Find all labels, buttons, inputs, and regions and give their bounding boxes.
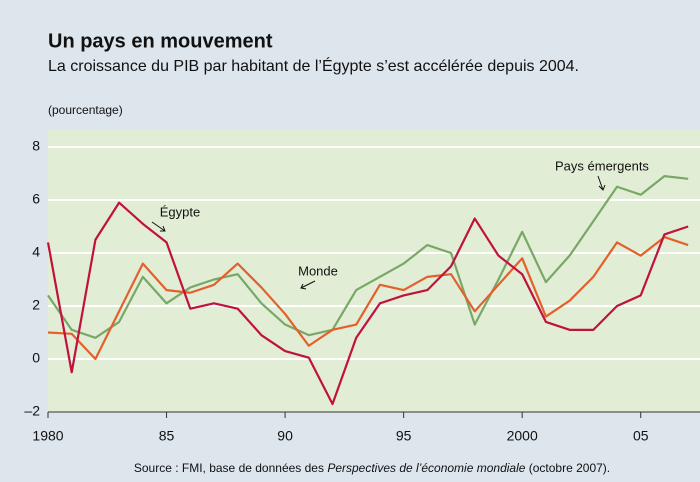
plot-area [48, 130, 700, 412]
y-tick-label: 4 [32, 244, 40, 260]
x-tick-label: 90 [277, 428, 293, 444]
y-axis-label: (pourcentage) [48, 103, 123, 117]
x-tick-label: 95 [396, 428, 412, 444]
source: Source : FMI, base de données des Perspe… [134, 461, 610, 475]
chart-subtitle: La croissance du PIB par habitant de l’É… [48, 56, 579, 75]
x-tick-label: 1980 [32, 428, 63, 444]
series-line [47, 175, 689, 339]
y-tick-label: –2 [24, 403, 40, 419]
y-tick-label: 8 [32, 138, 40, 154]
series-label: Monde [298, 263, 338, 278]
arrows [151, 175, 606, 290]
y-tick-label: 2 [32, 297, 40, 313]
chart-title: Un pays en mouvement [48, 30, 273, 52]
series-line [46, 201, 689, 406]
x-tick-label: 05 [633, 428, 649, 444]
y-tick-label: 6 [32, 191, 40, 207]
x-tick-label: 85 [159, 428, 175, 444]
series-label: Pays émergents [555, 158, 649, 173]
series-line [47, 236, 689, 361]
series-label: Égypte [160, 204, 200, 219]
x-tick-label: 2000 [507, 428, 538, 444]
y-tick-label: 0 [32, 350, 40, 366]
